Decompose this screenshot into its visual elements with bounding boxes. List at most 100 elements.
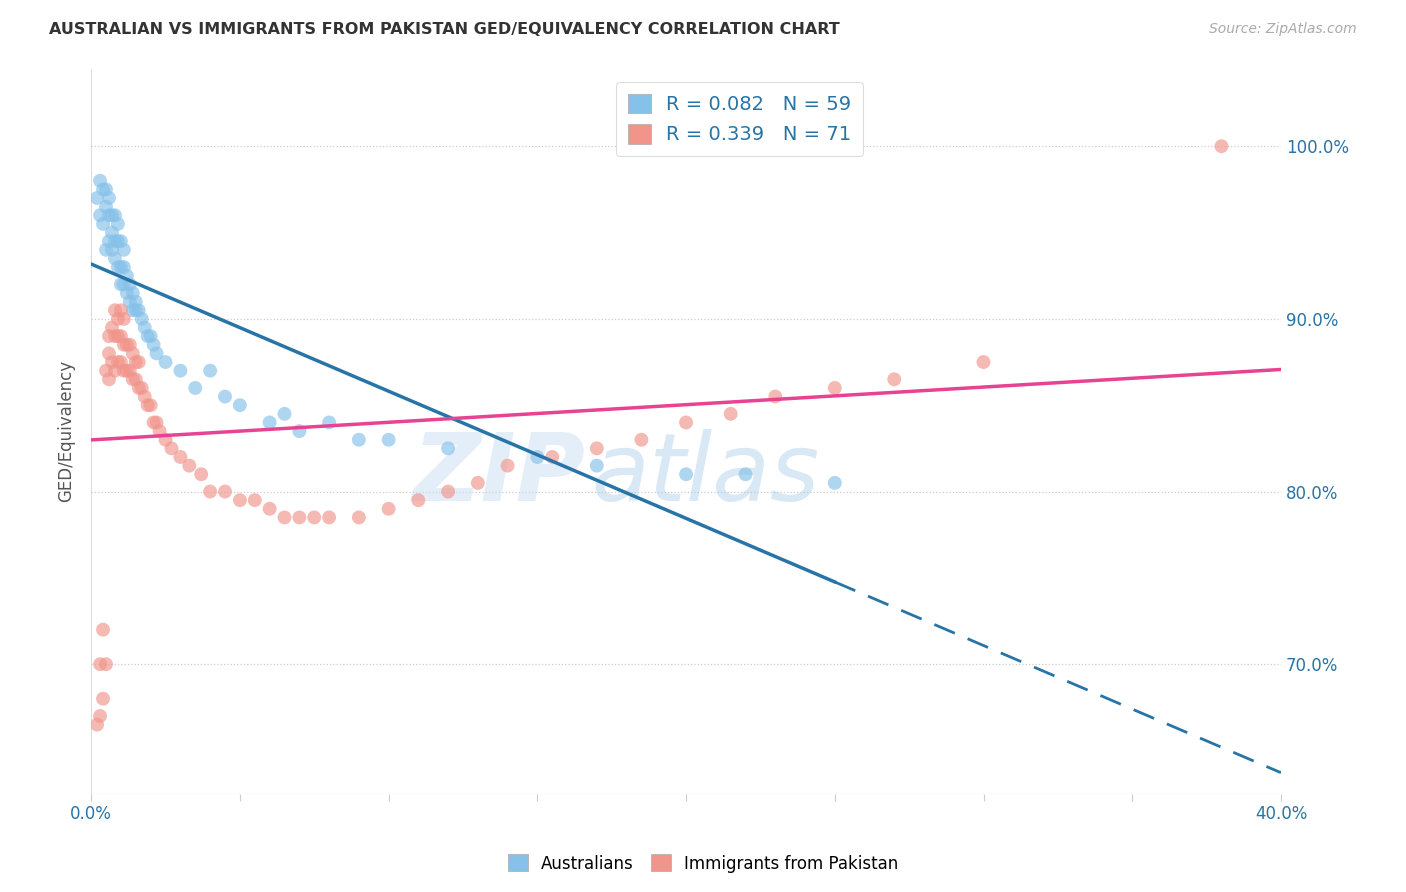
Point: [259, 416, 281, 430]
Point: [136, 329, 159, 343]
Point: [112, 338, 135, 352]
Point: [198, 484, 221, 499]
Point: [98, 346, 121, 360]
Point: [273, 510, 295, 524]
Point: [110, 277, 132, 292]
Point: [89, 709, 111, 723]
Point: [94, 657, 117, 672]
Point: [89, 208, 111, 222]
Point: [142, 338, 165, 352]
Point: [160, 442, 183, 456]
Point: [318, 510, 340, 524]
Point: [91, 623, 114, 637]
Point: [125, 294, 148, 309]
Point: [763, 390, 786, 404]
Point: [131, 311, 153, 326]
Point: [134, 390, 156, 404]
Point: [125, 303, 148, 318]
Point: [118, 277, 141, 292]
Point: [302, 510, 325, 524]
Point: [94, 364, 117, 378]
Point: [104, 303, 127, 318]
Point: [115, 285, 138, 300]
Point: [408, 493, 430, 508]
Point: [94, 200, 117, 214]
Point: [145, 346, 167, 360]
Point: [101, 355, 124, 369]
Point: [107, 329, 129, 343]
Point: [91, 217, 114, 231]
Point: [112, 311, 135, 326]
Text: ZIP: ZIP: [412, 429, 585, 521]
Point: [131, 381, 153, 395]
Point: [112, 277, 135, 292]
Point: [139, 398, 162, 412]
Point: [288, 510, 311, 524]
Point: [112, 260, 135, 274]
Point: [243, 493, 266, 508]
Point: [198, 364, 221, 378]
Point: [134, 320, 156, 334]
Point: [94, 243, 117, 257]
Point: [104, 208, 127, 222]
Point: [94, 182, 117, 196]
Point: [190, 467, 212, 482]
Point: [110, 303, 132, 318]
Point: [98, 329, 121, 343]
Point: [104, 252, 127, 266]
Point: [112, 243, 135, 257]
Point: [155, 433, 177, 447]
Point: [118, 294, 141, 309]
Point: [98, 191, 121, 205]
Point: [145, 416, 167, 430]
Point: [107, 217, 129, 231]
Point: [184, 381, 207, 395]
Point: [107, 260, 129, 274]
Point: [214, 390, 236, 404]
Point: [136, 398, 159, 412]
Point: [115, 338, 138, 352]
Point: [115, 268, 138, 283]
Point: [377, 433, 399, 447]
Point: [112, 364, 135, 378]
Point: [585, 442, 607, 456]
Text: atlas: atlas: [591, 429, 820, 520]
Point: [467, 475, 489, 490]
Point: [110, 260, 132, 274]
Point: [121, 372, 143, 386]
Point: [121, 346, 143, 360]
Point: [824, 381, 846, 395]
Point: [318, 416, 340, 430]
Point: [118, 338, 141, 352]
Point: [169, 450, 191, 464]
Point: [128, 355, 150, 369]
Point: [437, 484, 460, 499]
Point: [107, 355, 129, 369]
Point: [110, 234, 132, 248]
Point: [142, 416, 165, 430]
Point: [91, 691, 114, 706]
Point: [630, 433, 652, 447]
Point: [273, 407, 295, 421]
Point: [139, 329, 162, 343]
Point: [104, 364, 127, 378]
Point: [229, 398, 252, 412]
Point: [179, 458, 201, 473]
Point: [1211, 139, 1233, 153]
Point: [437, 442, 460, 456]
Point: [496, 458, 519, 473]
Point: [824, 475, 846, 490]
Point: [121, 303, 143, 318]
Point: [155, 355, 177, 369]
Point: [148, 424, 170, 438]
Point: [347, 510, 370, 524]
Point: [377, 501, 399, 516]
Point: [585, 458, 607, 473]
Point: [734, 467, 756, 482]
Point: [125, 372, 148, 386]
Point: [720, 407, 742, 421]
Point: [86, 191, 108, 205]
Point: [110, 329, 132, 343]
Point: [125, 355, 148, 369]
Point: [107, 234, 129, 248]
